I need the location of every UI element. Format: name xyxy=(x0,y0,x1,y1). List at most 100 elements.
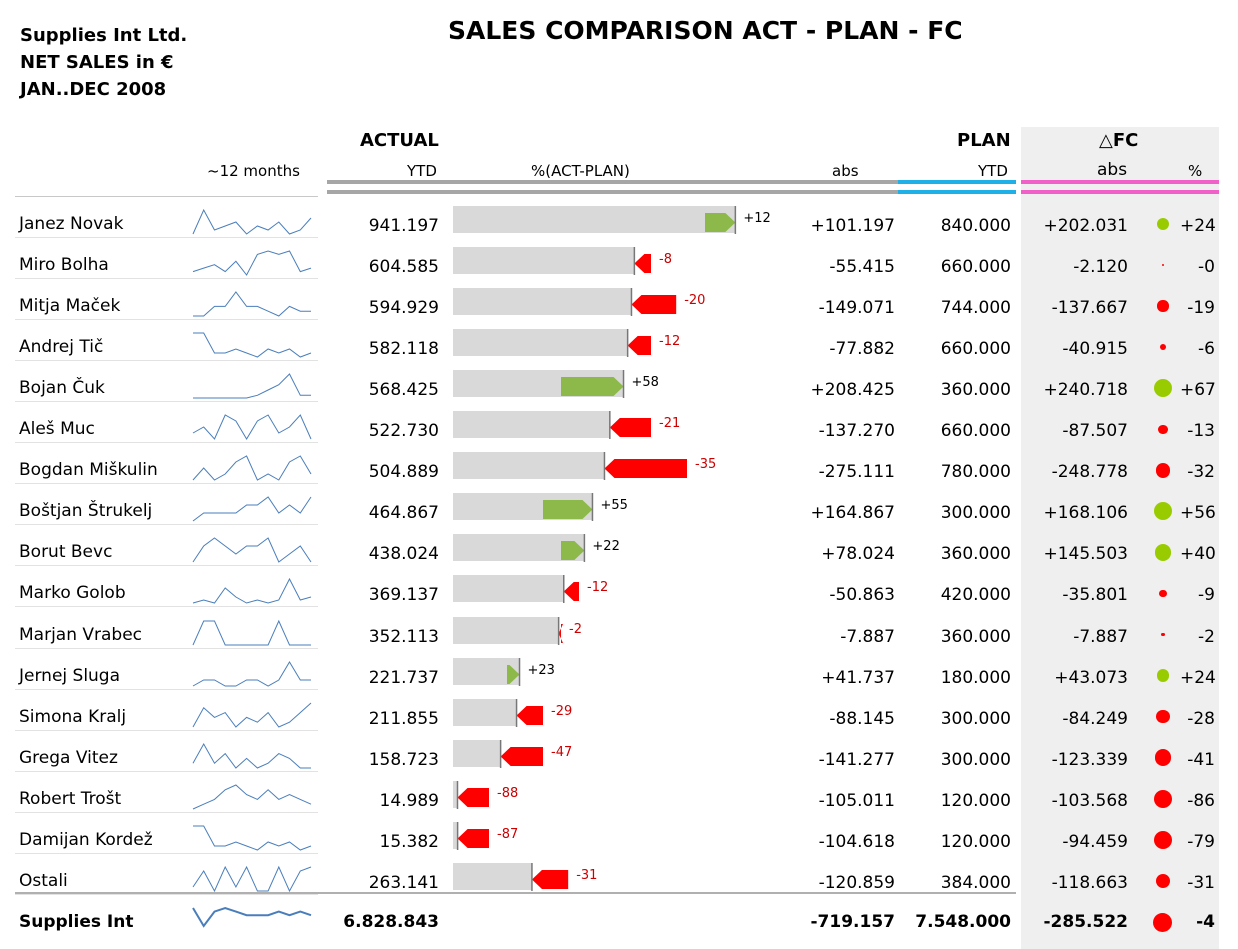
row-divider xyxy=(15,237,318,238)
pct-variance-label: -47 xyxy=(551,744,573,760)
row-divider xyxy=(15,811,318,813)
actual-bar xyxy=(453,739,501,767)
plan-value: 300.000 xyxy=(940,708,1011,729)
row-name: Andrej Tič xyxy=(19,337,104,358)
table-row xyxy=(0,493,1,494)
actual-bar xyxy=(453,698,517,726)
row-name: Simona Kralj xyxy=(19,706,127,727)
row-name: Bogdan Miškulin xyxy=(19,460,158,481)
fc-pct-value: +24 xyxy=(1180,667,1216,688)
negative-variance-arrow xyxy=(627,336,651,356)
fc-abs-value: +43.073 xyxy=(1054,667,1128,688)
variance-arrow xyxy=(456,821,489,850)
abs-variance-value: -104.618 xyxy=(818,831,895,852)
fc-abs-value: -2.120 xyxy=(1073,257,1128,278)
row-sparkline xyxy=(192,784,312,810)
fc-indicator-dot xyxy=(1155,462,1171,478)
row-sparkline xyxy=(192,660,311,687)
variance-arrow xyxy=(633,247,651,276)
row-name: Grega Vitez xyxy=(19,747,118,768)
table-row xyxy=(0,617,1,618)
row-divider xyxy=(15,278,318,280)
sparkline-path xyxy=(193,825,312,851)
fc-pct-value: -19 xyxy=(1187,298,1215,319)
total-fc-pct-value: -4 xyxy=(1196,912,1215,932)
fc-indicator-dot xyxy=(1161,632,1165,637)
positive-variance-arrow xyxy=(507,664,520,684)
fc-abs-value: -35.801 xyxy=(1062,585,1128,606)
variance-arrow xyxy=(531,862,569,891)
company-name: Supplies Int Ltd. xyxy=(20,25,188,46)
row-name: Jernej Sluga xyxy=(19,665,121,686)
sparkline-path xyxy=(192,496,312,522)
pct-variance-label: -87 xyxy=(497,826,519,842)
row-sparkline xyxy=(192,619,311,645)
table-row xyxy=(0,288,1,289)
abs-variance-value: +208.425 xyxy=(810,380,895,401)
fc-abs-value: -123.339 xyxy=(1051,749,1128,770)
row-sparkline xyxy=(192,208,312,235)
pct-variance-label: -8 xyxy=(659,252,672,268)
abs-variance-value: -137.270 xyxy=(818,421,895,442)
row-sparkline xyxy=(193,332,312,358)
fc-abs-value: +168.106 xyxy=(1043,503,1128,524)
sparkline-path xyxy=(192,742,311,769)
plan-value: 300.000 xyxy=(940,503,1011,524)
fc-header-bar-2 xyxy=(1021,190,1219,194)
table-row xyxy=(0,534,1,535)
actual-value: 221.737 xyxy=(368,667,439,688)
fc-header-bar xyxy=(1021,180,1219,184)
total-abs-value: -719.157 xyxy=(810,912,896,932)
row-divider xyxy=(15,442,318,444)
fc-indicator-dot xyxy=(1155,873,1171,889)
total-actual-value: 6.828.843 xyxy=(343,912,439,932)
actual-ytd-header: YTD xyxy=(407,162,437,180)
fc-indicator-dot xyxy=(1159,343,1167,351)
fc-indicator-dot xyxy=(1157,300,1169,312)
variance-arrow xyxy=(507,657,521,686)
sparkline-path xyxy=(193,373,311,399)
abs-variance-value: -105.011 xyxy=(818,790,895,811)
pct-variance-label: -20 xyxy=(684,293,706,309)
pct-variance-label: -35 xyxy=(695,457,717,473)
plan-value: 384.000 xyxy=(940,872,1011,893)
row-divider xyxy=(15,524,318,526)
fc-abs-value: +240.718 xyxy=(1043,380,1128,401)
actual-value: 352.113 xyxy=(368,626,439,647)
actual-value: 263.141 xyxy=(368,872,439,893)
row-name: Damijan Kordež xyxy=(19,829,153,850)
row-name: Boštjan Štrukelj xyxy=(19,501,153,522)
actual-bar xyxy=(453,206,736,233)
table-row xyxy=(0,247,1,248)
positive-variance-arrow xyxy=(705,213,736,232)
negative-variance-arrow xyxy=(563,582,579,602)
sparkline-path xyxy=(193,332,312,358)
pct-variance-label: -29 xyxy=(551,703,573,719)
row-divider xyxy=(15,360,318,362)
actual-header-bar-2 xyxy=(327,190,898,194)
variance-arrow xyxy=(630,288,677,317)
fc-indicator-dot xyxy=(1154,502,1172,521)
pct-variance-label: -88 xyxy=(497,785,519,801)
plan-value: 120.000 xyxy=(940,790,1011,811)
fc-pct-value: -41 xyxy=(1187,749,1215,770)
negative-variance-arrow xyxy=(457,787,489,807)
abs-header: abs xyxy=(832,162,859,180)
sparkline-path xyxy=(192,578,312,605)
fc-indicator-dot xyxy=(1154,830,1172,849)
negative-variance-arrow xyxy=(516,705,543,725)
pct-variance-label: -21 xyxy=(659,416,681,432)
total-plan-value: 7.548.000 xyxy=(915,912,1011,932)
plan-value: 660.000 xyxy=(940,421,1011,442)
total-fc-abs-value: -285.522 xyxy=(1043,912,1129,932)
row-divider xyxy=(15,770,318,772)
sparkline-path xyxy=(192,414,312,441)
abs-variance-value: -275.111 xyxy=(818,462,895,483)
total-divider xyxy=(15,892,1016,894)
row-sparkline xyxy=(192,414,312,441)
row-sparkline xyxy=(192,578,312,605)
abs-variance-value: -55.415 xyxy=(829,257,895,278)
variance-arrow xyxy=(603,452,687,481)
abs-variance-value: -50.863 xyxy=(829,585,895,606)
plan-value: 660.000 xyxy=(940,257,1011,278)
